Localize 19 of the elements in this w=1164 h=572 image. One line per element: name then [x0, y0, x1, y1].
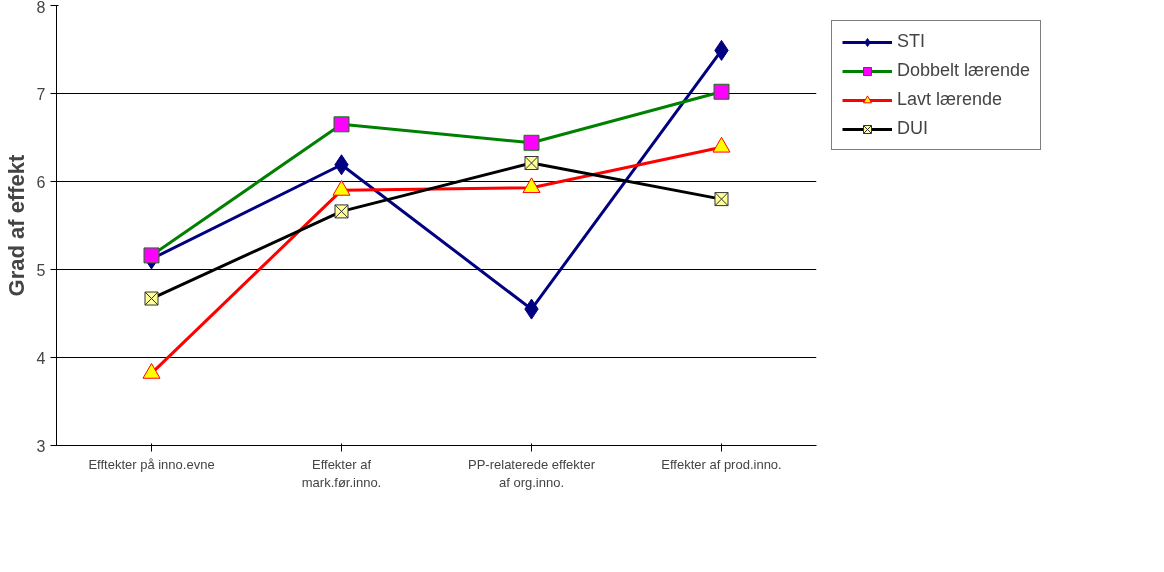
- legend-label: Lavt lærende: [897, 89, 1003, 110]
- y-axis-title: Grad af effekt: [3, 153, 29, 297]
- y-tick-label: 4: [36, 349, 46, 367]
- y-tick-label: 7: [36, 85, 46, 103]
- y-tick-label: 5: [36, 261, 46, 279]
- point: [333, 116, 350, 133]
- point: [523, 134, 540, 151]
- legend-label: STI: [897, 31, 926, 52]
- x-tick-label: Effekter af prod.inno.: [661, 456, 782, 472]
- y-tick-label: 3: [36, 437, 46, 455]
- legend-label: Dobbelt lærende: [897, 60, 1031, 81]
- y-tick-label: 8: [36, 0, 46, 16]
- point: [713, 83, 730, 100]
- x-tick-label: PP-relaterede effekter af org.inno.: [468, 456, 596, 490]
- x-tick-label: Efftekter på inno.evne: [88, 456, 215, 472]
- legend-label: DUI: [897, 118, 928, 139]
- y-tick-label: 6: [36, 173, 46, 191]
- x-tick-label: Effekter af mark.før.inno.: [301, 456, 382, 490]
- point: [143, 247, 160, 264]
